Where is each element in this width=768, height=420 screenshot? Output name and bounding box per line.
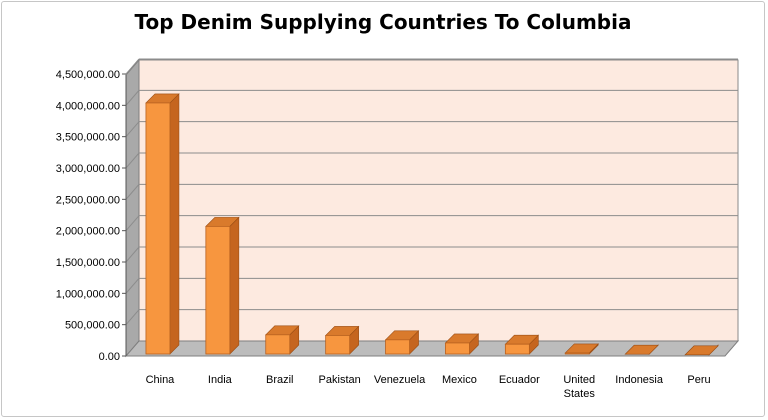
y-tick-label: 2,500,000.00 <box>56 194 120 206</box>
bar <box>445 342 470 355</box>
gridline-side <box>125 58 140 75</box>
chart-title: Top Denim Supplying Countries To Columbi… <box>134 10 632 34</box>
x-tick-label: Indonesia <box>615 374 664 386</box>
gridline-side <box>125 246 140 263</box>
x-tick-label: States <box>564 388 596 400</box>
x-tick-label: United <box>563 374 595 386</box>
x-tick-label: Venezuela <box>374 374 426 386</box>
bar <box>504 343 530 355</box>
x-tick-label: Mexico <box>442 374 477 386</box>
x-tick-label: Peru <box>687 374 710 386</box>
bar <box>205 225 231 355</box>
x-tick-label: India <box>208 374 233 386</box>
gridline-side <box>125 152 140 169</box>
y-tick-label: 1,000,000.00 <box>56 288 120 300</box>
x-tick-label: Brazil <box>266 374 294 386</box>
y-tick-label: 2,000,000.00 <box>56 226 120 238</box>
y-tick-label: 500,000.00 <box>65 320 120 332</box>
y-tick-label: 1,500,000.00 <box>56 257 120 269</box>
gridline-side <box>125 90 140 106</box>
gridline-side <box>125 309 140 325</box>
x-tick-label: Ecuador <box>499 374 540 386</box>
bar <box>145 102 171 355</box>
gridline-side <box>125 215 140 231</box>
gridline-side <box>125 121 140 137</box>
y-tick-label: 4,000,000.00 <box>56 100 120 112</box>
x-tick-label: Pakistan <box>319 374 361 386</box>
x-tick-label: China <box>146 374 176 386</box>
gridline-side <box>125 184 140 200</box>
bar-side <box>169 93 180 355</box>
bar-side <box>229 216 240 355</box>
y-tick-label: 3,500,000.00 <box>56 132 120 144</box>
y-tick-label: 3,000,000.00 <box>56 163 120 175</box>
bar-top <box>624 344 659 355</box>
bar <box>385 339 410 355</box>
gridline-side <box>125 278 140 294</box>
bar <box>564 352 590 355</box>
bar-top <box>684 345 719 356</box>
y-tick-label: 0.00 <box>99 351 120 363</box>
bar <box>265 334 291 355</box>
y-tick-label: 4,500,000.00 <box>56 69 120 81</box>
bar <box>325 335 351 355</box>
